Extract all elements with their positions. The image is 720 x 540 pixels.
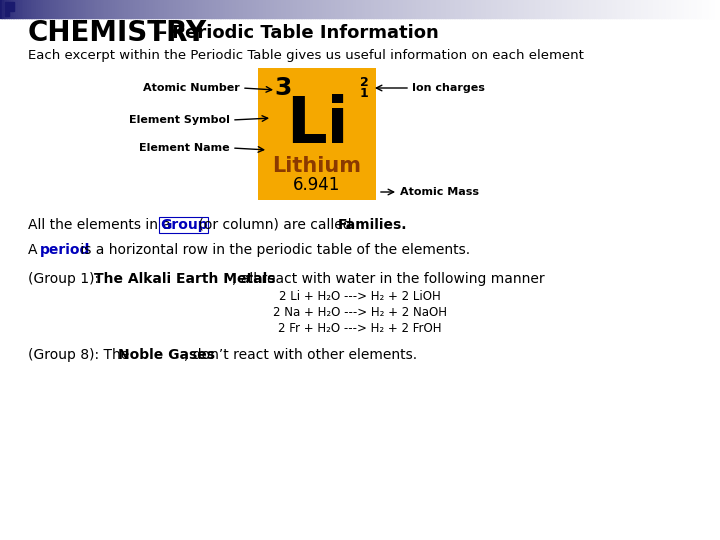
Text: Periodic Table Information: Periodic Table Information [172,24,438,42]
Text: Li: Li [286,94,348,156]
Text: is a horizontal row in the periodic table of the elements.: is a horizontal row in the periodic tabl… [76,243,470,257]
Bar [258,68,376,200]
Text: Element Symbol: Element Symbol [129,115,230,125]
Bar [5,2,14,11]
Text: Atomic Number: Atomic Number [143,83,240,93]
Text: (Group 1):: (Group 1): [28,272,104,286]
Text: Group: Group [160,218,207,232]
Text: 1: 1 [359,87,369,100]
Text: Ion charges: Ion charges [412,83,485,93]
Text: Lithium: Lithium [272,156,361,176]
Text: Noble Gases: Noble Gases [118,348,215,362]
Text: The Alkali Earth Metals: The Alkali Earth Metals [94,272,276,286]
Text: 2: 2 [359,76,369,89]
Text: (Group 8): The: (Group 8): The [28,348,134,362]
Text: CHEMISTRY: CHEMISTRY [28,19,207,47]
Text: Families.: Families. [338,218,408,232]
Text: 2 Fr + H₂O ---> H₂ + 2 FrOH: 2 Fr + H₂O ---> H₂ + 2 FrOH [278,322,442,335]
Text: , don’t react with other elements.: , don’t react with other elements. [184,348,417,362]
Text: Element Name: Element Name [140,143,230,153]
Text: 2 Na + H₂O ---> H₂ + 2 NaOH: 2 Na + H₂O ---> H₂ + 2 NaOH [273,306,447,319]
Text: period: period [40,243,91,257]
Text: 2 Li + H₂O ---> H₂ + 2 LiOH: 2 Li + H₂O ---> H₂ + 2 LiOH [279,290,441,303]
Text: 3: 3 [274,76,292,100]
Text: -: - [158,23,167,43]
Text: Each excerpt within the Periodic Table gives us useful information on each eleme: Each excerpt within the Periodic Table g… [28,50,584,63]
Text: All the elements in a: All the elements in a [28,218,176,232]
Text: 6.941: 6.941 [293,176,341,194]
Text: , all react with water in the following manner: , all react with water in the following … [232,272,544,286]
Bar [5,12,9,16]
Text: (or column) are called: (or column) are called [194,218,356,232]
Text: Atomic Mass: Atomic Mass [400,187,479,197]
Text: A: A [28,243,42,257]
